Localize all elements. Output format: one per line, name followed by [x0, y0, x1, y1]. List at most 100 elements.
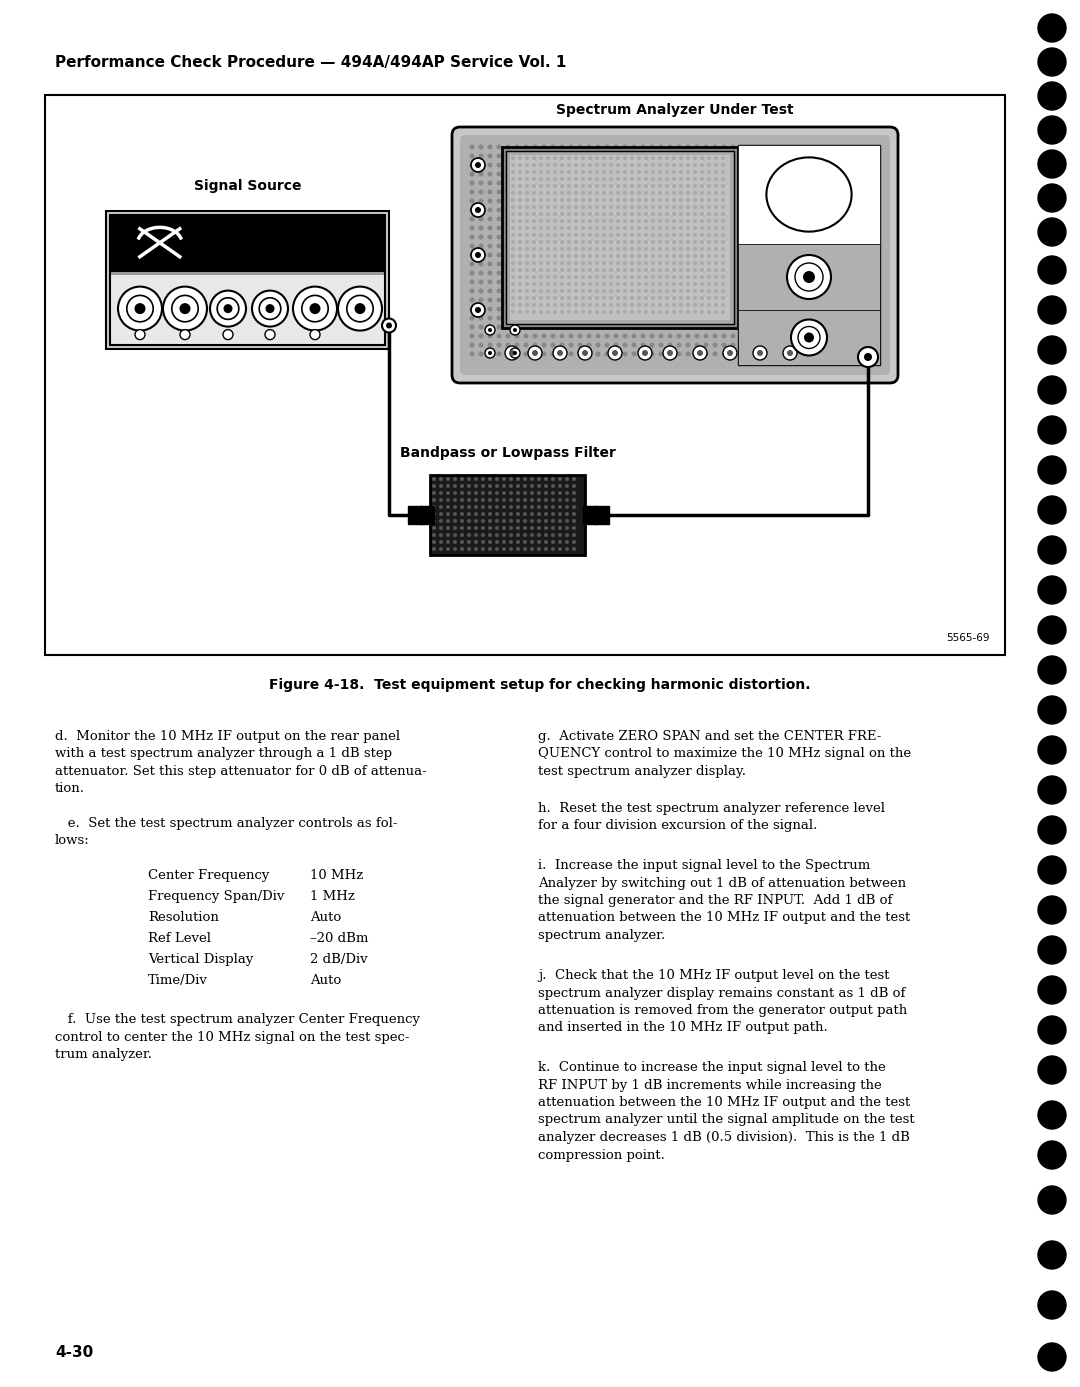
- Circle shape: [505, 234, 511, 240]
- Circle shape: [573, 295, 578, 300]
- Circle shape: [478, 351, 484, 356]
- Circle shape: [581, 233, 585, 237]
- Circle shape: [630, 254, 634, 258]
- Circle shape: [838, 307, 843, 312]
- Circle shape: [748, 262, 754, 266]
- Circle shape: [1038, 497, 1066, 524]
- Circle shape: [730, 226, 735, 230]
- Circle shape: [713, 216, 717, 222]
- Circle shape: [567, 164, 571, 166]
- Circle shape: [686, 275, 690, 279]
- Circle shape: [553, 311, 557, 313]
- Circle shape: [568, 190, 573, 194]
- Circle shape: [658, 155, 662, 160]
- Circle shape: [541, 333, 546, 338]
- Circle shape: [616, 212, 620, 216]
- Circle shape: [623, 164, 627, 166]
- Circle shape: [700, 155, 704, 160]
- Circle shape: [665, 198, 669, 203]
- Circle shape: [609, 184, 613, 189]
- Circle shape: [622, 252, 627, 258]
- Circle shape: [856, 270, 862, 276]
- Circle shape: [523, 519, 527, 523]
- Circle shape: [497, 190, 501, 194]
- Circle shape: [541, 162, 546, 168]
- Circle shape: [667, 144, 673, 150]
- Circle shape: [730, 190, 735, 194]
- Circle shape: [721, 155, 725, 160]
- Bar: [738, 146, 880, 244]
- Circle shape: [474, 533, 478, 537]
- Circle shape: [561, 302, 564, 307]
- Circle shape: [721, 190, 727, 194]
- Circle shape: [541, 297, 546, 302]
- Circle shape: [474, 519, 478, 523]
- Circle shape: [848, 343, 852, 348]
- Circle shape: [514, 351, 519, 356]
- Circle shape: [559, 162, 565, 168]
- Circle shape: [567, 254, 571, 258]
- Circle shape: [478, 172, 484, 176]
- Circle shape: [714, 247, 718, 251]
- Circle shape: [784, 180, 789, 186]
- Circle shape: [532, 270, 538, 276]
- Circle shape: [1038, 656, 1066, 684]
- Circle shape: [478, 180, 484, 186]
- Circle shape: [713, 288, 717, 294]
- Circle shape: [518, 302, 522, 307]
- Circle shape: [767, 280, 771, 284]
- Bar: [738, 244, 880, 311]
- Circle shape: [553, 302, 557, 307]
- Circle shape: [757, 288, 762, 294]
- Circle shape: [714, 240, 718, 244]
- Circle shape: [658, 302, 662, 307]
- Circle shape: [829, 343, 835, 348]
- Circle shape: [714, 184, 718, 189]
- Circle shape: [558, 491, 562, 495]
- Circle shape: [446, 498, 450, 502]
- Circle shape: [553, 205, 557, 209]
- Circle shape: [875, 262, 879, 266]
- Circle shape: [497, 270, 501, 276]
- Circle shape: [713, 172, 717, 176]
- Circle shape: [707, 247, 711, 251]
- Circle shape: [856, 172, 862, 176]
- Circle shape: [539, 171, 543, 173]
- Bar: [420, 506, 434, 524]
- Circle shape: [838, 288, 843, 294]
- Circle shape: [694, 270, 700, 276]
- Circle shape: [784, 144, 789, 150]
- Circle shape: [676, 307, 681, 312]
- Circle shape: [757, 226, 762, 230]
- Circle shape: [838, 198, 843, 204]
- Circle shape: [605, 252, 609, 258]
- Circle shape: [505, 190, 511, 194]
- Circle shape: [703, 216, 708, 222]
- Circle shape: [865, 208, 870, 212]
- Circle shape: [544, 546, 548, 551]
- Circle shape: [707, 282, 711, 286]
- Circle shape: [561, 155, 564, 160]
- Circle shape: [516, 546, 519, 551]
- Circle shape: [703, 198, 708, 204]
- Circle shape: [640, 244, 646, 248]
- Circle shape: [707, 261, 711, 265]
- Circle shape: [514, 244, 519, 248]
- Circle shape: [559, 154, 565, 158]
- Circle shape: [829, 333, 835, 338]
- Circle shape: [775, 144, 781, 150]
- Circle shape: [640, 216, 646, 222]
- Circle shape: [821, 172, 825, 176]
- Circle shape: [714, 233, 718, 237]
- Circle shape: [694, 351, 700, 356]
- Circle shape: [581, 261, 585, 265]
- Circle shape: [637, 155, 642, 160]
- Circle shape: [511, 247, 515, 251]
- Circle shape: [509, 498, 513, 502]
- Circle shape: [595, 208, 600, 212]
- Circle shape: [495, 546, 499, 551]
- Circle shape: [875, 280, 879, 284]
- Circle shape: [875, 226, 879, 230]
- Text: e.  Set the test spectrum analyzer controls as fol-
lows:: e. Set the test spectrum analyzer contro…: [55, 817, 397, 847]
- Circle shape: [667, 325, 673, 330]
